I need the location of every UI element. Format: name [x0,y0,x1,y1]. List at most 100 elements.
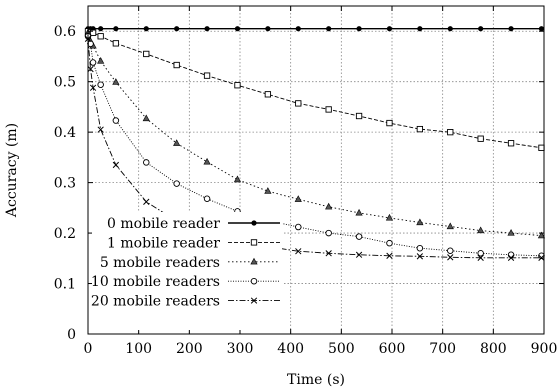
marker-filled-circle [356,26,362,32]
marker-square [538,144,545,151]
x-tick-label: 600 [379,341,406,357]
legend-entry: 0 mobile reader [107,216,280,232]
marker-square [295,100,302,107]
x-tick-label: 800 [480,341,507,357]
marker-open-circle [250,277,258,285]
x-axis-title: Time (s) [287,372,345,388]
axis-ticks: 0 100 200 300 400 500 600 700 800 900 0 0.1 0.2 0.3 0.… [54,6,557,357]
marker-cross [477,254,484,261]
marker-triangle [233,175,242,183]
marker-filled-circle [204,26,210,32]
marker-cross [538,254,545,261]
marker-filled-circle [508,26,514,32]
marker-open-circle [112,117,120,124]
y-tick-label: 0 [67,327,76,343]
marker-square [97,33,104,40]
plot-frame [87,5,545,335]
marker-open-circle [325,229,332,237]
marker-square [173,61,180,69]
legend-entry: 20 mobile readers [91,294,280,310]
marker-filled-circle [98,26,104,32]
marker-filled-circle [417,26,423,32]
marker-cross [325,250,332,257]
marker-open-circle [416,244,424,252]
marker-cross [295,248,302,255]
marker-square [447,129,454,136]
series-1 [84,28,545,151]
y-tick-label: 0.6 [54,24,76,40]
marker-triangle [142,114,150,122]
marker-square [507,140,515,147]
marker-square [355,112,363,120]
marker-open-circle [447,247,454,254]
legend-label: 0 mobile reader [107,216,220,232]
legend-entry: 5 mobile readers [100,255,280,271]
marker-open-circle [295,223,302,231]
marker-open-circle [143,159,150,166]
series-line [87,32,542,237]
marker-square [250,239,258,246]
marker-filled-circle [143,26,149,32]
legend-label: 1 mobile reader [107,235,220,251]
y-tick-label: 0.3 [54,176,76,192]
marker-cross [87,65,94,73]
marker-triangle [264,187,272,194]
series-0 [85,26,545,32]
x-tick-label: 300 [227,341,254,357]
marker-cross [89,84,97,91]
marker-open-circle [355,233,363,240]
marker-cross [386,252,393,259]
marker-filled-circle [234,26,241,32]
legend-entry: 1 mobile reader [107,235,280,251]
marker-filled-circle [295,26,301,32]
marker-filled-circle [538,26,545,32]
x-tick-label: 200 [176,341,203,357]
legend-label: 5 mobile readers [100,255,220,271]
x-tick-label: 500 [328,341,355,357]
x-tick-label: 100 [125,341,152,357]
x-tick-label: 700 [429,341,456,357]
marker-open-circle [386,239,393,247]
marker-cross [143,198,150,205]
marker-cross [97,126,104,133]
marker-square [386,119,393,127]
marker-square [234,82,241,89]
marker-cross [416,253,424,260]
marker-triangle [97,56,105,64]
legend-label: 20 mobile readers [91,294,220,310]
marker-open-circle [97,81,104,88]
x-tick-label: 900 [531,341,557,357]
marker-filled-circle [447,26,453,32]
marker-triangle [385,213,394,221]
marker-triangle [294,195,302,202]
marker-triangle [325,202,333,210]
marker-triangle [250,257,258,265]
marker-filled-circle [174,26,180,32]
legend-label: 10 mobile readers [91,274,220,290]
y-tick-label: 0.1 [54,277,76,293]
marker-filled-circle [251,220,257,226]
x-tick-label: 0 [84,341,93,357]
legend-entry: 10 mobile readers [91,274,280,290]
marker-square [203,72,211,79]
y-axis-title: Accuracy (m) [4,123,20,218]
marker-filled-circle [326,26,332,32]
marker-triangle [537,231,546,239]
marker-triangle [446,222,454,230]
marker-open-circle [173,180,180,187]
marker-cross [112,161,120,169]
marker-triangle [416,218,424,226]
marker-triangle [203,157,211,165]
legend: 0 mobile reader 1 mobile reader 5 mobile r… [91,212,282,330]
marker-square [143,50,150,58]
y-tick-label: 0.2 [54,226,76,242]
marker-triangle [173,139,181,146]
marker-cross [447,254,454,261]
marker-cross [250,297,258,304]
marker-square [325,106,332,113]
marker-filled-circle [386,26,393,32]
marker-triangle [507,229,515,236]
marker-square [89,29,97,36]
marker-square [112,40,120,47]
